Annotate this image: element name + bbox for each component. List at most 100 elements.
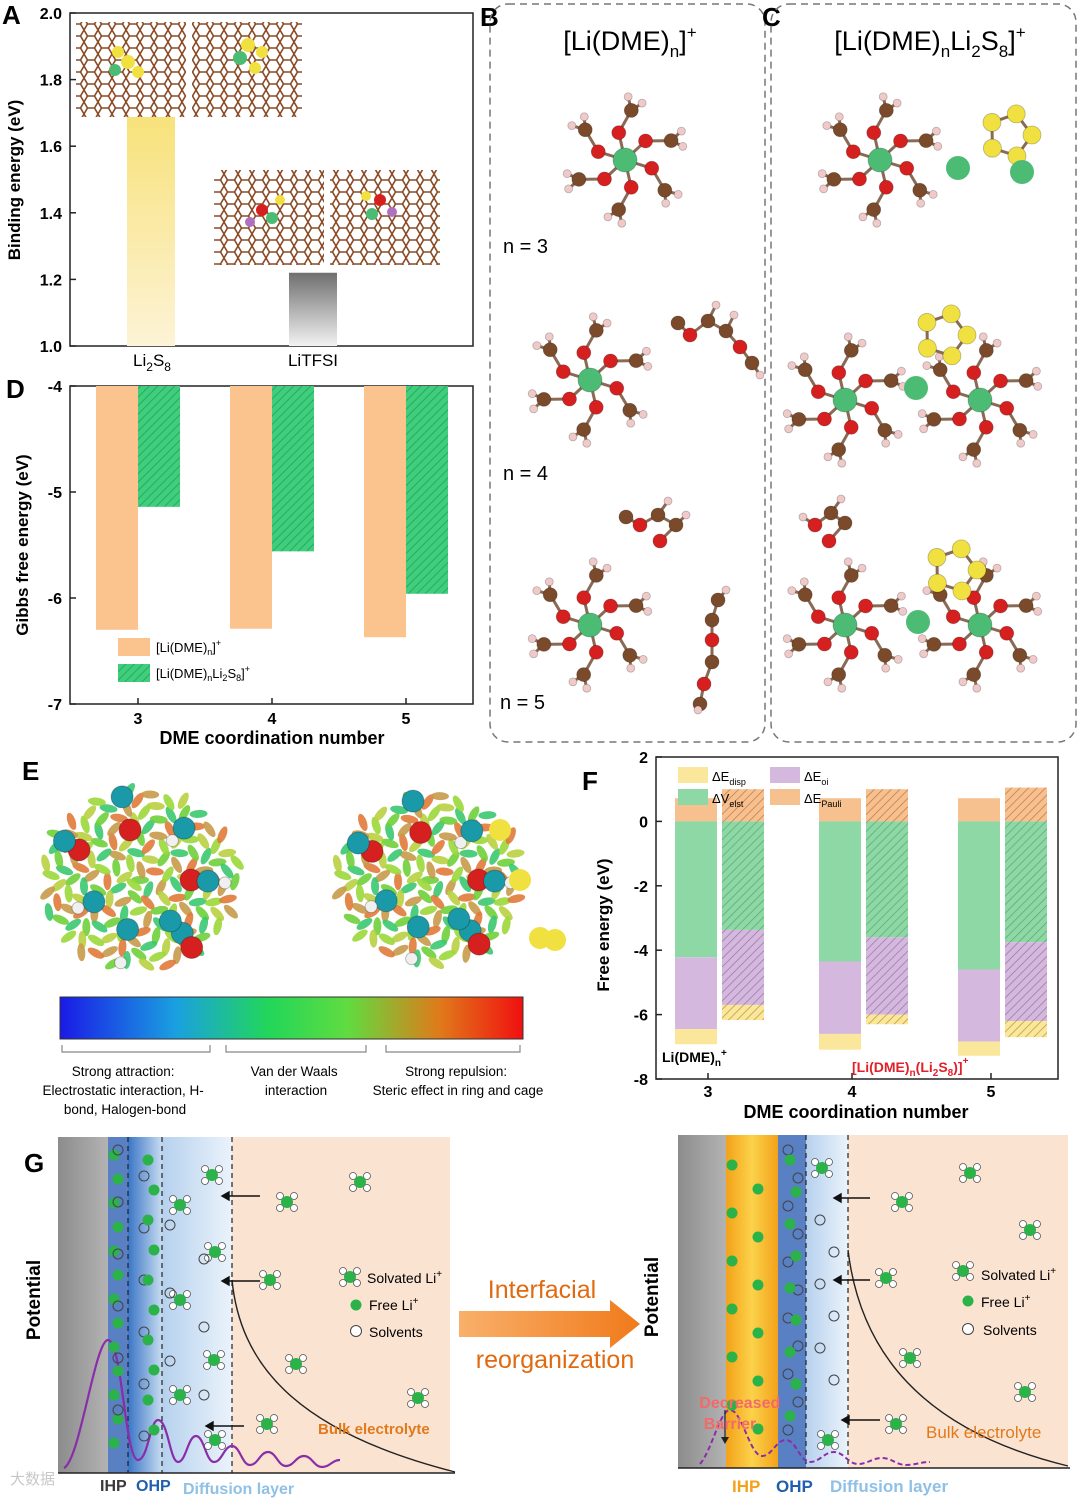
free-li: [791, 1251, 802, 1262]
x-label-litfsi: LiTFSI: [288, 351, 338, 370]
colorbar-label-vdw: Van der Waals interaction: [251, 1064, 342, 1098]
y-tick-label: 1.0: [40, 339, 62, 356]
free-li: [785, 1155, 796, 1166]
legend-solvated-li-right: Solvated Li+: [981, 1266, 1056, 1283]
bar-disp: [1005, 1021, 1047, 1037]
bar-disp: [819, 1034, 861, 1050]
bar-elst: [819, 821, 861, 961]
y-tick-label: 2: [639, 750, 648, 767]
bar-oi: [722, 930, 764, 1005]
nci-li-dme: [38, 781, 246, 973]
molecule-li-dme-li2s8-n4: [783, 333, 1042, 468]
free-li: [791, 1379, 802, 1390]
layer-ohp-right: OHP: [776, 1477, 813, 1496]
molecule-li-dme-n4: [528, 313, 652, 448]
y-tick-label: 1.8: [40, 73, 62, 90]
free-li: [113, 1366, 124, 1377]
colorbar-label-repulsion: Strong repulsion: Steric effect in ring …: [373, 1064, 544, 1098]
colorbar-label-attraction: Strong attraction: Electrostatic interac…: [42, 1064, 207, 1117]
free-li: [109, 1390, 120, 1401]
sulfur-atom: [489, 819, 511, 841]
legend-solvents-left: Solvents: [369, 1324, 423, 1340]
bar-disp: [866, 1015, 908, 1025]
y-tick-label: 0: [639, 814, 648, 831]
potential-label-right: Potential: [642, 1257, 663, 1337]
panel-g-right-schematic: Decreased Barrier Bulk electrolyte Solva…: [642, 1135, 1070, 1496]
free-li: [753, 1280, 764, 1291]
free-li: [791, 1315, 802, 1326]
series-label-li-dme-li2s8: [Li(DME)n(Li2S8)]+: [852, 1056, 969, 1079]
bar-li-dme: [230, 386, 272, 629]
n-label-4: n = 4: [503, 463, 548, 485]
panel-d-legend: [Li(DME)n]+ [Li(DME)nLi2S8]+: [118, 638, 250, 683]
panel-label-g: G: [24, 1148, 44, 1178]
panel-a-y-label: Binding energy (eV): [5, 100, 24, 261]
molecule-li-dme-n5: [528, 558, 652, 693]
legend-text-pauli: ΔEPauli: [804, 791, 841, 809]
panel-c-title: [Li(DME)nLi2S8]+: [834, 23, 1025, 61]
bar-li-dme-li2s8: [272, 386, 314, 551]
panel-d-y-label: Gibbs free energy (eV): [13, 454, 32, 635]
molecule-li-dme-li2s8-n3: [818, 93, 942, 228]
bar-elst: [675, 821, 717, 957]
legend-swatch-elst: [678, 789, 708, 805]
free-li: [109, 1342, 120, 1353]
bar-disp: [722, 1005, 764, 1020]
free-li: [149, 1365, 160, 1376]
bar-litfsi: [289, 273, 337, 346]
bar-disp: [675, 1029, 717, 1044]
legend-swatch-disp: [678, 767, 708, 783]
graphene-inset-li2s8: [76, 22, 302, 117]
nci-li-dme-li2s8: [330, 790, 530, 971]
arrow-text-interfacial: Interfacial: [488, 1276, 596, 1304]
bar-oi: [1005, 942, 1047, 1021]
nci-colorbar: [60, 997, 523, 1039]
y-tick-label: -4: [48, 379, 62, 396]
bar-pauli: [866, 789, 908, 821]
n-label-3: n = 3: [503, 236, 548, 258]
layer-ohp-left: OHP: [136, 1478, 171, 1495]
molecule-free-dme-n5b: [693, 586, 730, 714]
watermark: 大数据: [10, 1471, 55, 1488]
x-tick-label: 4: [848, 1084, 857, 1101]
free-li: [149, 1425, 160, 1436]
reorganization-arrow: Interfacial reorganization: [459, 1276, 640, 1374]
bar-li-dme-li2s8: [138, 386, 180, 507]
panel-label-a: A: [2, 0, 21, 30]
free-li: [727, 1352, 738, 1363]
legend-swatch-li-dme: [118, 638, 150, 656]
free-li: [753, 1328, 764, 1339]
potential-label-left: Potential: [24, 1260, 45, 1340]
colorbar-brackets: [62, 1045, 520, 1052]
bar-pauli: [1005, 788, 1047, 822]
y-tick-label: -4: [634, 943, 648, 960]
y-tick-label: -5: [48, 485, 62, 502]
legend-free-li-right: Free Li+: [981, 1293, 1031, 1310]
y-tick-label: -7: [48, 697, 62, 714]
legend-text-li-dme-li2s8: [Li(DME)nLi2S8]+: [156, 664, 250, 683]
x-tick-label: 5: [402, 711, 411, 728]
bar-disp: [958, 1042, 1000, 1056]
free-li: [113, 1318, 124, 1329]
layer-ihp-left: IHP: [100, 1478, 127, 1495]
legend-swatch-li-dme-li2s8: [118, 664, 150, 682]
bulk-label-right: Bulk electrolyte: [926, 1423, 1041, 1442]
li-atom: [946, 156, 970, 180]
y-tick-label: -2: [634, 879, 648, 896]
free-li: [753, 1376, 764, 1387]
free-li: [149, 1245, 160, 1256]
panel-e: E Strong attraction: Electrostatic inter…: [22, 756, 566, 1117]
panel-a: A 1.01.21.41.61.82.0 Binding energy (eV)…: [2, 0, 473, 374]
panel-label-e: E: [22, 756, 39, 786]
free-li: [727, 1208, 738, 1219]
li-atom: [1010, 160, 1034, 184]
molecule-free-dme-n4: [671, 301, 764, 379]
panel-label-f: F: [582, 766, 598, 796]
layer-diffusion-left: Diffusion layer: [183, 1481, 294, 1498]
free-li: [727, 1304, 738, 1315]
panel-c-molecules: [783, 93, 1042, 693]
bar-li-dme: [96, 386, 138, 630]
free-li: [143, 1155, 154, 1166]
bar-oi: [866, 937, 908, 1014]
